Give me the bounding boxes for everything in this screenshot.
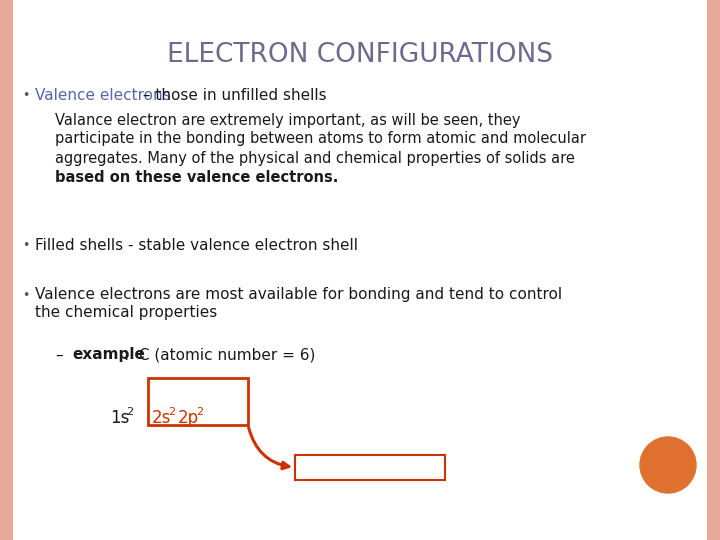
Text: Filled shells - stable valence electron shell: Filled shells - stable valence electron … — [35, 238, 358, 253]
Text: Valence electrons: Valence electrons — [35, 87, 171, 103]
Text: 2: 2 — [196, 407, 203, 417]
Text: Valance electron are extremely important, as will be seen, they: Valance electron are extremely important… — [55, 112, 521, 127]
Text: – those in unfilled shells: – those in unfilled shells — [138, 87, 327, 103]
Bar — [0, 0, 13, 540]
Text: –: – — [55, 348, 63, 362]
FancyArrowPatch shape — [248, 428, 289, 469]
Text: valence electrons: valence electrons — [309, 461, 431, 475]
Text: :  C (atomic number = 6): : C (atomic number = 6) — [124, 348, 315, 362]
Text: 2: 2 — [168, 407, 175, 417]
Text: ELECTRON CONFIGURATIONS: ELECTRON CONFIGURATIONS — [167, 42, 553, 68]
Text: 2p: 2p — [178, 409, 199, 427]
Bar — [148, 378, 248, 425]
Text: 2s: 2s — [152, 409, 171, 427]
Bar — [295, 455, 445, 480]
Text: •: • — [22, 288, 30, 301]
Text: •: • — [22, 89, 30, 102]
Text: 2: 2 — [126, 407, 133, 417]
Text: aggregates. Many of the physical and chemical properties of solids are: aggregates. Many of the physical and che… — [55, 151, 575, 165]
Text: Valence electrons are most available for bonding and tend to control: Valence electrons are most available for… — [35, 287, 562, 302]
Text: the chemical properties: the chemical properties — [35, 306, 217, 321]
Text: •: • — [22, 239, 30, 252]
Circle shape — [640, 437, 696, 493]
Text: 1s: 1s — [110, 409, 130, 427]
Text: example: example — [72, 348, 145, 362]
Bar — [707, 0, 720, 540]
Text: based on these valence electrons.: based on these valence electrons. — [55, 170, 338, 185]
Text: participate in the bonding between atoms to form atomic and molecular: participate in the bonding between atoms… — [55, 132, 586, 146]
